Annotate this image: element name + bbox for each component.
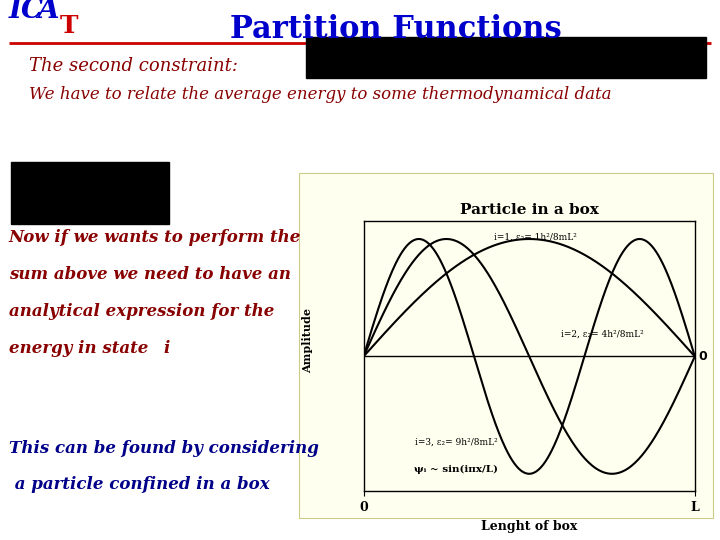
Text: a particle confined in a box: a particle confined in a box [9,476,269,493]
Text: Partition Functions: Partition Functions [230,14,562,44]
Text: 0: 0 [698,350,707,363]
Text: i=3, ε₂= 9h²/8mL²: i=3, ε₂= 9h²/8mL² [415,437,498,447]
Text: We have to relate the average energy to some thermodynamical data: We have to relate the average energy to … [29,86,611,103]
Bar [299,173,713,518]
Text: i=2, ε₂= 4h²/8mL²: i=2, ε₂= 4h²/8mL² [561,329,644,339]
Text: analytical expression for the: analytical expression for the [9,303,274,320]
Text: i: i [163,340,170,356]
X-axis label: Lenght of box: Lenght of box [481,519,577,532]
Text: The second constraint:: The second constraint: [29,57,238,75]
Title: Particle in a box: Particle in a box [460,204,598,218]
Text: T: T [60,14,78,38]
Text: Amplitude: Amplitude [302,308,313,373]
Bar [11,162,169,224]
Text: energy in state: energy in state [9,340,154,356]
Text: A: A [37,0,59,24]
Text: This can be found by considering: This can be found by considering [9,440,318,457]
Text: ψᵢ ~ sin(iπx/L): ψᵢ ~ sin(iπx/L) [414,464,498,474]
Text: Now if we wants to perform the: Now if we wants to perform the [9,230,301,246]
Bar [306,37,706,78]
Text: i=1, ε₂= 1h²/8mL²: i=1, ε₂= 1h²/8mL² [495,232,577,241]
Text: sum above we need to have an: sum above we need to have an [9,266,291,283]
Text: IC: IC [9,0,44,24]
